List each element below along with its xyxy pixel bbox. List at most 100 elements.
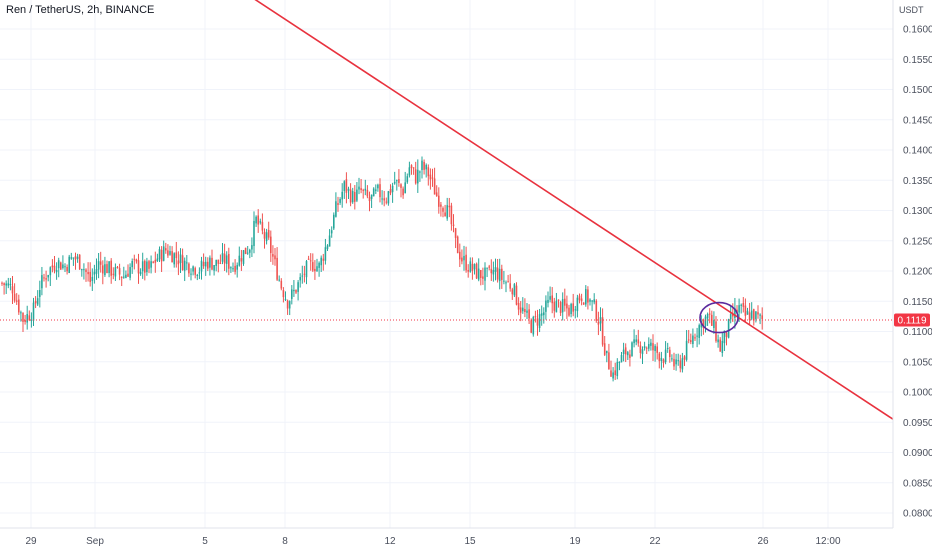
- candle-body: [633, 339, 635, 344]
- candle-body: [211, 257, 213, 270]
- candle-body: [39, 290, 41, 297]
- candle-body: [702, 319, 705, 328]
- candle-body: [333, 214, 335, 229]
- candle-body: [26, 314, 28, 323]
- candle-body: [671, 358, 673, 360]
- candle-body: [312, 262, 314, 271]
- candle-body: [664, 349, 667, 363]
- candle-body: [236, 265, 238, 270]
- candle-body: [507, 281, 509, 283]
- candle-body: [167, 250, 169, 256]
- candle-body: [448, 205, 451, 208]
- candle-body: [74, 256, 77, 260]
- candle-body: [459, 251, 461, 260]
- time-axis[interactable]: 29 Sep 5 8 12 15 19 22 26 12:00: [25, 536, 841, 547]
- candle-body: [669, 349, 671, 358]
- candle-body: [24, 320, 26, 323]
- candle-body: [517, 302, 520, 310]
- candle-body: [320, 257, 322, 266]
- candle-body: [694, 337, 696, 339]
- candle-body: [57, 260, 60, 269]
- candle-body: [139, 271, 142, 275]
- candle-body: [137, 260, 140, 274]
- candle-body: [719, 339, 721, 352]
- candle-body: [270, 236, 272, 254]
- candle-body: [576, 297, 579, 312]
- candle-body: [658, 353, 661, 362]
- candle-body: [181, 255, 184, 271]
- candle-body: [188, 263, 190, 274]
- price-tick-label: 0.0950: [903, 418, 932, 429]
- candle-body: [396, 180, 398, 182]
- candle-body: [723, 330, 726, 344]
- candle-body: [55, 269, 58, 273]
- candle-body: [202, 261, 205, 267]
- candle-body: [687, 339, 690, 341]
- candle-body: [28, 315, 31, 321]
- price-tick-label: 0.1400: [903, 146, 932, 157]
- candle-body: [484, 267, 486, 281]
- candle-body: [64, 266, 66, 268]
- candle-body: [404, 182, 406, 194]
- candle-body: [685, 340, 688, 360]
- candle-body: [204, 261, 207, 267]
- descending-trendline[interactable]: [208, 0, 894, 420]
- candle-body: [643, 346, 646, 349]
- candle-body: [314, 268, 316, 272]
- candle-body: [557, 299, 560, 301]
- candle-body: [398, 179, 400, 183]
- candle-body: [368, 196, 371, 202]
- currency-unit-label: USDT: [899, 5, 924, 15]
- candle-body: [381, 198, 383, 200]
- annotation-circle[interactable]: [699, 301, 739, 334]
- candle-body: [559, 302, 562, 314]
- candle-body: [165, 248, 167, 251]
- candle-body: [435, 192, 438, 197]
- candle-body: [76, 256, 79, 259]
- candle-body: [267, 229, 270, 238]
- price-axis[interactable]: 0.1600 0.1550 0.1500 0.1450 0.1400 0.1350 0.13…: [903, 25, 932, 520]
- candle-body: [78, 254, 81, 270]
- candle-body: [330, 230, 333, 234]
- candle-body: [467, 269, 469, 272]
- candle-body: [442, 208, 444, 212]
- candle-body: [595, 300, 598, 321]
- candle-body: [721, 340, 724, 353]
- candle-body: [263, 231, 266, 239]
- price-tick-label: 0.1500: [903, 85, 932, 96]
- candle-body: [30, 319, 33, 321]
- candle-body: [3, 283, 5, 286]
- candle-body: [389, 189, 392, 194]
- candle-body: [7, 283, 10, 286]
- time-tick-label: 15: [464, 536, 476, 547]
- candle-body: [501, 268, 503, 280]
- candle-body: [391, 185, 394, 193]
- candle-body: [158, 249, 161, 260]
- candle-body: [97, 261, 100, 270]
- candle-body: [116, 266, 119, 268]
- candle-body: [261, 222, 264, 231]
- candle-body: [551, 295, 553, 304]
- candle-body: [11, 286, 14, 294]
- price-tick-label: 0.1300: [903, 206, 932, 217]
- candle-body: [587, 289, 589, 303]
- candle-body: [18, 299, 20, 313]
- candle-body: [526, 310, 528, 313]
- candle-body: [274, 255, 276, 260]
- candle-body: [370, 194, 373, 199]
- candle-body: [207, 261, 209, 269]
- candle-body: [68, 256, 70, 274]
- candle-body: [366, 189, 369, 197]
- candle-body: [461, 257, 463, 262]
- candle-body: [480, 270, 482, 278]
- candle-body: [742, 303, 745, 307]
- candle-body: [496, 267, 499, 280]
- price-tick-label: 0.1150: [903, 297, 932, 308]
- candle-body: [482, 276, 484, 279]
- candle-body: [438, 195, 440, 207]
- candle-body: [253, 221, 255, 247]
- candle-body: [519, 307, 522, 313]
- candle-body: [186, 262, 188, 264]
- candle-body: [383, 198, 385, 201]
